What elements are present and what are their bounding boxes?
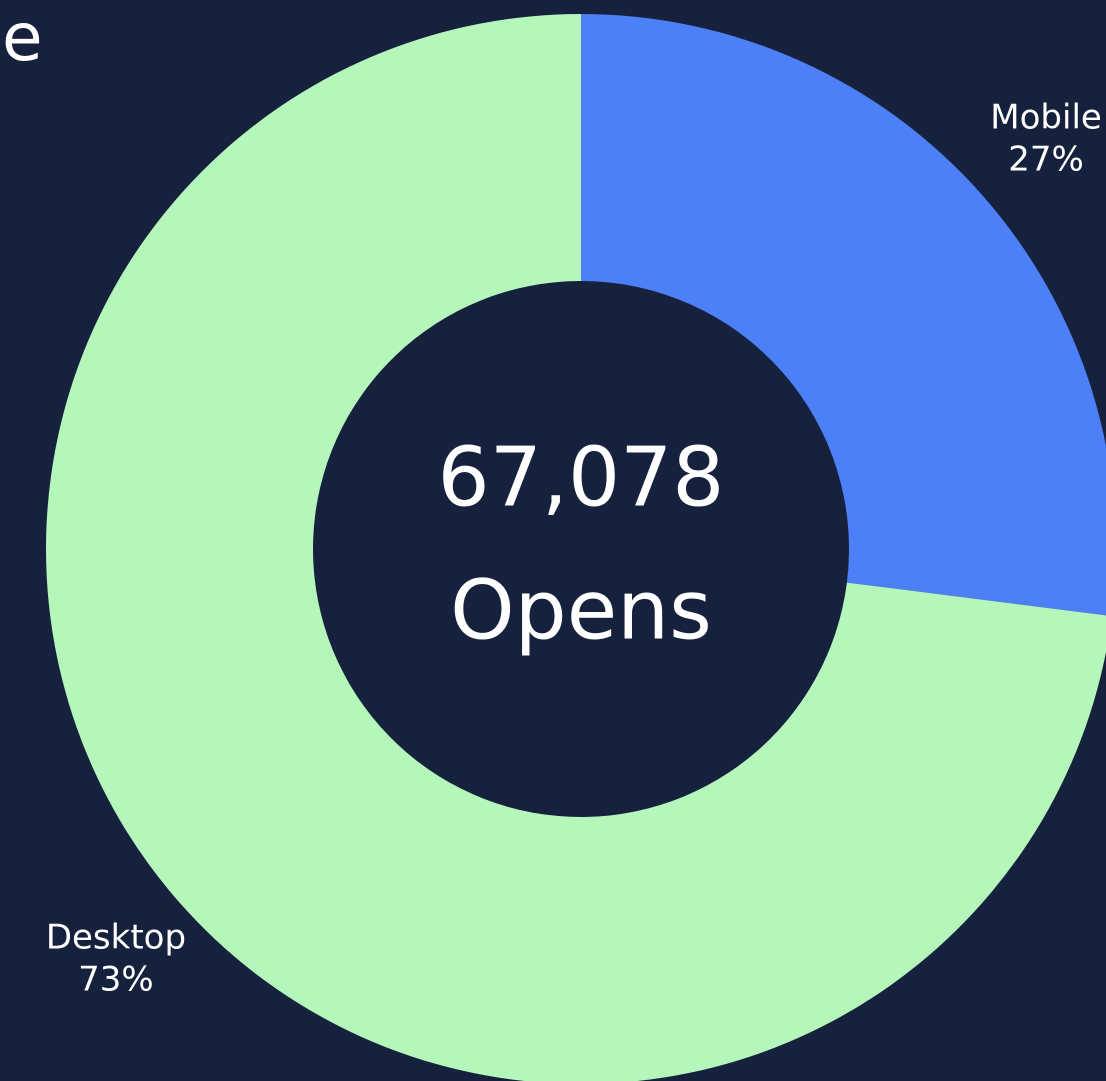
chart-title: e [2, 0, 43, 76]
slice-label: Mobile [990, 97, 1102, 137]
center-caption: Opens [450, 563, 712, 658]
slice-value-label: 73% [78, 960, 154, 1000]
slice-label: Desktop [46, 918, 186, 958]
slice-value-label: 27% [1008, 139, 1084, 179]
center-value: 67,078 [438, 430, 725, 525]
slice [46, 14, 1106, 1081]
slice [581, 14, 1106, 616]
